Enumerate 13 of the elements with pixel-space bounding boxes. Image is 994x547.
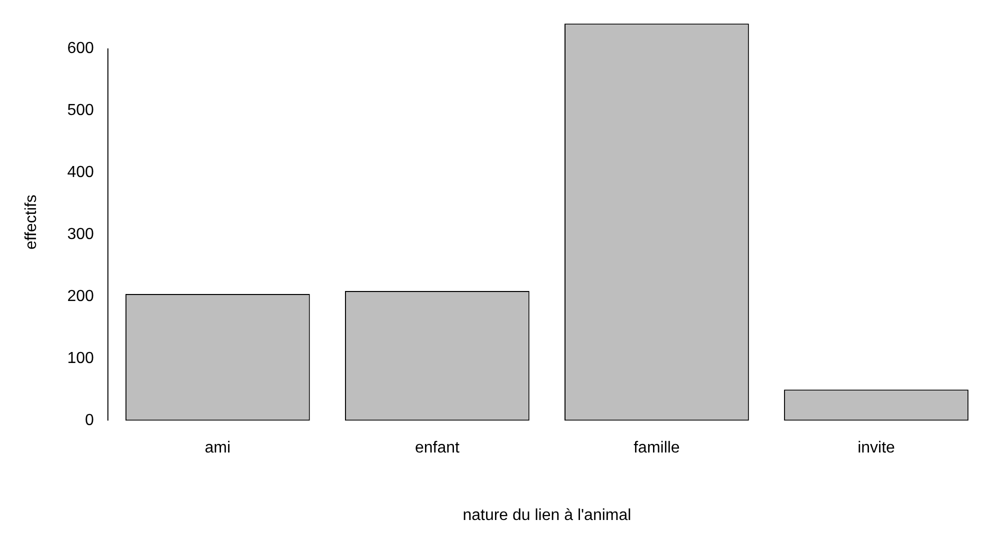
x-tick-label: enfant xyxy=(414,440,460,457)
x-axis-title: nature du lien à l'animal xyxy=(462,506,632,524)
y-tick-label: 400 xyxy=(67,164,94,181)
y-tick-label: 200 xyxy=(67,288,94,305)
x-tick-label: invite xyxy=(858,440,896,457)
x-tick-label: famille xyxy=(634,440,680,457)
y-tick-label: 300 xyxy=(67,226,94,243)
x-tick-label: ami xyxy=(204,440,231,457)
y-tick-label: 500 xyxy=(67,102,94,119)
y-tick-label: 100 xyxy=(67,350,94,367)
y-axis-title: effectifs xyxy=(23,194,40,250)
y-tick-label: 0 xyxy=(84,412,94,430)
y-tick-label: 600 xyxy=(67,40,94,57)
